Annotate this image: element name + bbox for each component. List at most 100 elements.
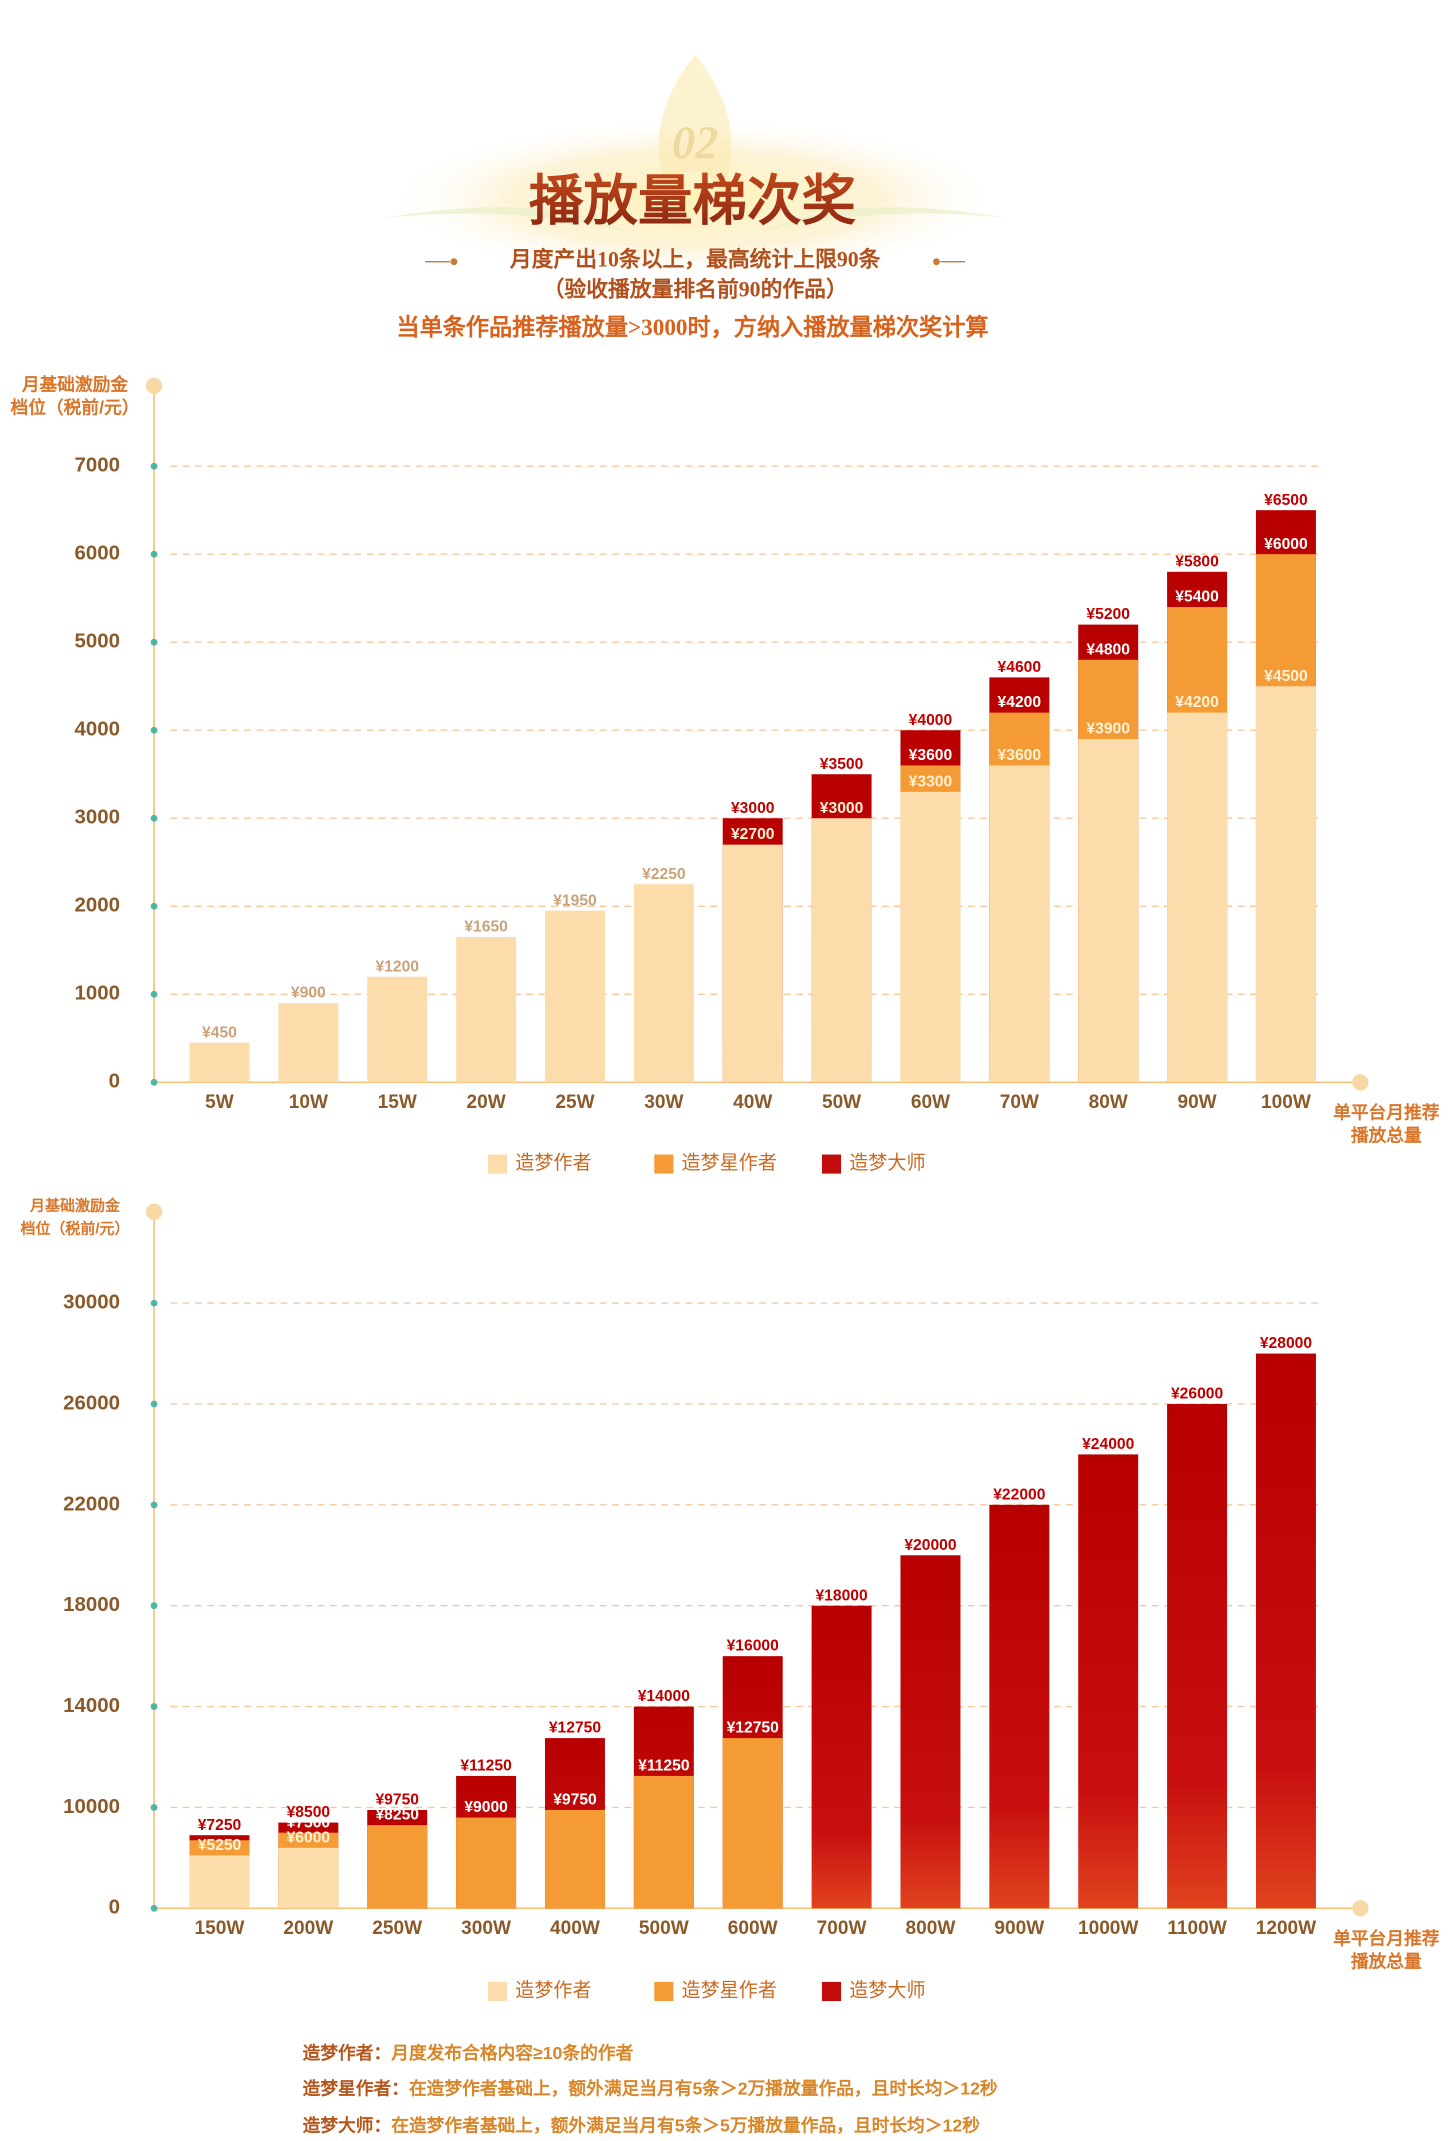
- y-tick-label: 3000: [75, 806, 120, 829]
- x-tick-label: 80W: [1089, 1092, 1128, 1113]
- x-tick-label: 300W: [461, 1918, 511, 1939]
- note-term: 造梦星作者：: [303, 2077, 409, 2098]
- value-label: ¥5400: [1175, 589, 1219, 606]
- y-tick-label: 0: [109, 1070, 120, 1093]
- value-label: ¥8500: [287, 1804, 331, 1821]
- axis-arrow: [1352, 1074, 1369, 1091]
- x-tick-label: 800W: [906, 1918, 956, 1939]
- value-label: ¥9750: [553, 1792, 597, 1809]
- value-label: ¥1950: [553, 892, 597, 909]
- leaf-decor: [381, 207, 628, 232]
- tick-mark: [150, 726, 158, 734]
- tick-mark: [150, 462, 158, 470]
- note-text: 在造梦作者基础上，额外满足当月有5条＞5万播放量作品，且时长均＞12秒: [391, 2114, 980, 2135]
- x-tick-label: 15W: [378, 1092, 417, 1113]
- value-label: ¥26000: [1171, 1386, 1224, 1403]
- tick-mark: [150, 814, 158, 822]
- value-label: ¥14000: [638, 1688, 691, 1705]
- value-label: ¥6000: [287, 1829, 331, 1846]
- note-term: 造梦大师：: [303, 2114, 392, 2135]
- value-label: ¥7250: [198, 1817, 242, 1834]
- legend-label: 造梦作者: [515, 1152, 591, 1174]
- subtitle-decor: [933, 258, 940, 266]
- value-label: ¥11250: [638, 1758, 690, 1775]
- value-label: ¥3000: [731, 800, 775, 817]
- value-label: ¥900: [291, 985, 326, 1002]
- tick-mark: [150, 638, 158, 646]
- x-tick-label: 30W: [644, 1092, 683, 1113]
- y-tick-label: 30000: [63, 1291, 120, 1314]
- value-label: ¥3900: [1086, 721, 1130, 738]
- legend-label: 造梦星作者: [682, 1152, 777, 1174]
- legend-swatch: [488, 1154, 508, 1174]
- bar: [189, 1855, 250, 1909]
- value-label: ¥9750: [375, 1792, 419, 1809]
- lotus-decor: [658, 54, 732, 191]
- tick-mark: [150, 1299, 158, 1307]
- value-label: ¥22000: [993, 1486, 1046, 1503]
- bar: [900, 791, 961, 1083]
- bar: [1255, 1353, 1316, 1909]
- value-label: ¥5200: [1086, 606, 1130, 623]
- y-tick-label: 22000: [63, 1492, 120, 1515]
- y-tick-label: 5000: [75, 630, 120, 653]
- tick-mark: [150, 1400, 158, 1408]
- x-axis-label: 播放总量: [1351, 1125, 1422, 1146]
- header-glow: [381, 109, 1009, 273]
- value-label: ¥5800: [1175, 553, 1219, 570]
- legend-label: 造梦作者: [515, 1980, 591, 2002]
- x-tick-label: 40W: [733, 1092, 772, 1113]
- bar: [278, 1003, 339, 1083]
- note-text: 月度发布合格内容≥10条的作者: [390, 2042, 633, 2063]
- value-label: ¥12750: [727, 1720, 780, 1737]
- tick-mark: [150, 990, 158, 998]
- bar: [1167, 1403, 1228, 1909]
- x-tick-label: 1200W: [1256, 1918, 1316, 1939]
- x-tick-label: 60W: [911, 1092, 950, 1113]
- bar: [811, 818, 872, 1083]
- subtitle-decor: [450, 258, 458, 266]
- x-tick-label: 600W: [728, 1918, 778, 1939]
- bar: [1078, 1454, 1139, 1909]
- bar: [1167, 712, 1228, 1083]
- x-axis-label: 播放总量: [1351, 1951, 1422, 1972]
- note: 造梦星作者：在造梦作者基础上，额外满足当月有5条＞2万播放量作品，且时长均＞12…: [303, 2077, 998, 2098]
- y-tick-label: 4000: [75, 718, 120, 741]
- value-label: ¥4200: [1175, 694, 1219, 711]
- bar: [989, 765, 1050, 1083]
- tick-mark: [150, 902, 158, 910]
- value-label: ¥6750: [198, 1822, 242, 1839]
- value-label: ¥11250: [460, 1758, 512, 1775]
- note: 造梦作者：月度发布合格内容≥10条的作者: [303, 2042, 634, 2063]
- value-label: ¥4200: [998, 694, 1042, 711]
- tick-mark: [150, 1703, 158, 1710]
- legend-swatch: [821, 1981, 842, 2002]
- bar: [456, 937, 517, 1083]
- value-label: ¥28000: [1260, 1335, 1313, 1352]
- value-label: ¥1200: [375, 958, 419, 975]
- x-tick-label: 1000W: [1078, 1918, 1138, 1939]
- bar: [1255, 686, 1316, 1083]
- legend-label: 造梦大师: [849, 1152, 925, 1174]
- value-label: ¥2250: [642, 866, 686, 883]
- value-label: ¥4600: [998, 659, 1042, 676]
- axis-arrow: [145, 1203, 163, 1220]
- bar: [367, 976, 428, 1083]
- x-tick-label: 1100W: [1167, 1918, 1226, 1939]
- legend-label: 造梦大师: [849, 1980, 925, 2002]
- bar: [189, 1042, 250, 1083]
- value-label: ¥12750: [549, 1720, 602, 1737]
- bar: [633, 884, 694, 1083]
- tick-mark: [150, 1904, 158, 1912]
- value-label: ¥8250: [375, 1807, 419, 1824]
- note-text: 在造梦作者基础上，额外满足当月有5条＞2万播放量作品，且时长均＞12秒: [409, 2077, 998, 2098]
- x-tick-label: 90W: [1177, 1092, 1216, 1113]
- value-label: ¥5250: [198, 1837, 242, 1854]
- x-tick-label: 700W: [817, 1918, 867, 1939]
- tick-mark: [150, 1602, 158, 1610]
- y-tick-label: 7000: [75, 454, 120, 477]
- bar: [544, 1809, 605, 1909]
- bar: [1078, 739, 1139, 1083]
- bar: [722, 1738, 783, 1909]
